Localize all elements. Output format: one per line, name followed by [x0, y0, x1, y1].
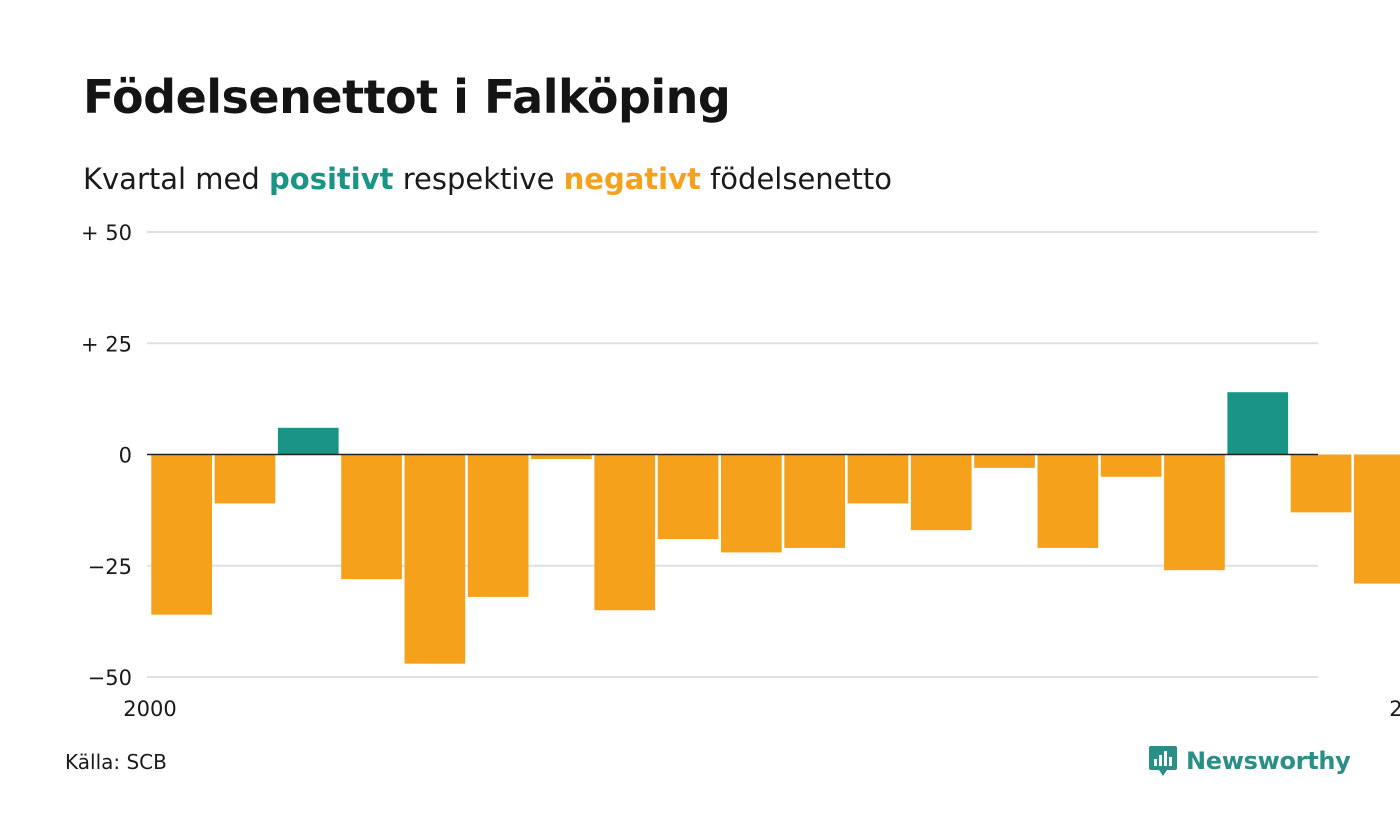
bar-negative: [531, 454, 592, 459]
bar-negative: [657, 454, 719, 540]
bar-negative: [214, 454, 276, 504]
x-tick-label: 2000: [123, 697, 176, 721]
y-tick-label: + 50: [81, 221, 132, 245]
y-tick-label: + 25: [81, 332, 132, 356]
bar-negative: [974, 454, 1035, 468]
bar-negative: [1290, 454, 1352, 513]
bar-negative: [1164, 454, 1225, 571]
bar-negative: [341, 454, 402, 580]
chart-title: Födelsenettot i Falköping: [83, 70, 731, 124]
bar-negative: [594, 454, 656, 611]
brand-name: Newsworthy: [1186, 747, 1351, 775]
subtitle-positive-label: positivt: [269, 162, 394, 196]
subtitle-negative-label: negativt: [563, 162, 701, 196]
y-axis-ticks: + 50 + 25 0 −25 −50: [81, 221, 132, 690]
bar-negative: [721, 454, 782, 553]
bar-negative: [1100, 454, 1162, 477]
bar-negative: [151, 454, 212, 615]
bar-negative: [784, 454, 845, 548]
bar-positive: [277, 427, 339, 455]
bar-negative: [404, 454, 466, 664]
x-tick-label: 2005: [1389, 697, 1400, 721]
bar-negative: [1354, 454, 1400, 584]
y-tick-label: −50: [88, 666, 132, 690]
source-note: Källa: SCB: [65, 750, 167, 774]
y-tick-label: 0: [119, 444, 132, 468]
bar-negative: [847, 454, 909, 504]
bar-negative: [467, 454, 529, 597]
subtitle-suffix: födelsenetto: [700, 162, 892, 196]
bar-positive: [1227, 392, 1289, 455]
brand-logo: Newsworthy: [1148, 744, 1351, 778]
y-tick-label: −25: [88, 555, 132, 579]
bars: [151, 392, 1400, 664]
subtitle-middle: respektive: [393, 162, 564, 196]
newsworthy-logo-icon: [1149, 746, 1177, 776]
x-axis-ticks: 20002005201020152020: [123, 697, 1400, 721]
bar-negative: [1037, 454, 1099, 548]
subtitle-prefix: Kvartal med: [83, 162, 270, 196]
chart-subtitle: Kvartal med positivt respektive negativt…: [83, 162, 892, 196]
bar-negative: [910, 454, 972, 531]
